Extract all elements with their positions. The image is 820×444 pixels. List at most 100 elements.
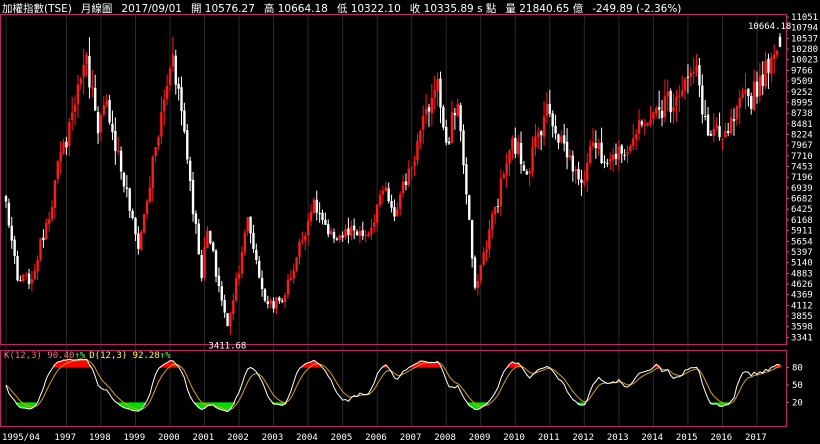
candle-body: [312, 199, 316, 214]
candle-body: [505, 163, 508, 176]
candle-body: [211, 242, 215, 251]
candle-body: [640, 121, 644, 125]
kd-oversold-fill: [142, 402, 146, 406]
candle-body: [122, 172, 126, 187]
candle-body: [738, 98, 741, 109]
candle-body: [456, 103, 459, 117]
candle-body: [183, 110, 186, 132]
candle-body: [430, 97, 434, 113]
year-tick-label: 2017: [745, 433, 767, 443]
kd-oversold-fill: [116, 402, 120, 404]
year-tick-label: 1995/04: [2, 433, 40, 443]
candle-body: [568, 155, 572, 158]
year-tick-label: 2008: [434, 433, 456, 443]
candle-body: [712, 128, 716, 136]
candle-body: [698, 65, 701, 86]
candle-body: [200, 254, 203, 279]
kd-overbought-fill: [513, 363, 517, 368]
candle-body: [758, 76, 762, 96]
candle-body: [217, 275, 221, 286]
candle-body: [188, 160, 192, 182]
candle-body: [373, 222, 376, 227]
price-tick-label: 10794: [791, 24, 818, 34]
candle-body: [4, 196, 8, 202]
candle-body: [24, 274, 28, 276]
candle-body: [695, 66, 698, 72]
kd-oversold-fill: [194, 402, 198, 405]
close-unit: s 點: [477, 3, 497, 15]
kd-overbought-fill: [70, 359, 74, 368]
candle-body: [534, 136, 537, 148]
price-tick-label: 6682: [791, 195, 813, 205]
year-tick-label: 2012: [572, 433, 594, 443]
price-tick-label: 10023: [791, 56, 818, 66]
kd-overbought-fill: [430, 362, 434, 368]
kd-overbought-fill: [415, 363, 420, 368]
candle-body: [117, 150, 120, 153]
kd-overbought-fill: [516, 363, 520, 368]
kd-oversold-fill: [720, 402, 725, 407]
candle-body: [419, 130, 422, 143]
candle-body: [240, 252, 244, 274]
candle-body: [485, 249, 488, 253]
candle-body: [119, 150, 123, 172]
candle-body: [76, 84, 80, 105]
candle-body: [214, 250, 218, 277]
price-tick-label: 3341: [791, 333, 813, 343]
candle-body: [580, 179, 583, 183]
candle-body: [59, 152, 62, 162]
kd-overbought-fill: [73, 359, 77, 368]
candle-body: [13, 239, 16, 256]
candle-body: [174, 55, 177, 85]
candle-body: [318, 213, 321, 215]
candle-body: [588, 146, 592, 164]
candle-body: [387, 188, 390, 202]
price-tick-label: 4883: [791, 269, 813, 279]
year-tick-label: 1999: [123, 433, 145, 443]
candle-body: [344, 229, 347, 237]
candle-body: [473, 257, 477, 288]
candle-body: [68, 121, 71, 146]
candle-body: [672, 106, 675, 112]
candle-body: [724, 130, 727, 138]
kd-overbought-fill: [61, 360, 66, 368]
kd-overbought-fill: [59, 361, 63, 368]
candle-body: [718, 126, 721, 138]
candle-body: [669, 90, 672, 113]
candle-body: [499, 178, 503, 206]
candle-body: [453, 112, 457, 116]
kd-oversold-fill: [223, 402, 227, 411]
candle-body: [142, 213, 146, 233]
candle-body: [721, 138, 724, 140]
candle-body: [128, 188, 131, 211]
candle-body: [145, 200, 149, 214]
candle-body: [390, 201, 393, 208]
candle-body: [295, 257, 298, 271]
price-tick-label: 9766: [791, 66, 813, 76]
candle-body: [105, 100, 108, 106]
price-tick-label: 5911: [791, 227, 813, 237]
kd-tick-label: 50: [792, 381, 803, 391]
kd-overbought-fill: [174, 363, 178, 368]
kd-tick-label: 20: [792, 398, 803, 408]
year-tick-label: 2014: [641, 433, 663, 443]
year-tick-label: 2000: [158, 433, 180, 443]
candle-body: [42, 237, 45, 241]
kd-oversold-fill: [576, 402, 581, 405]
candle-body: [234, 278, 238, 301]
price-tick-label: 7196: [791, 173, 813, 183]
candle-body: [752, 81, 756, 111]
candle-body: [652, 112, 655, 119]
kd-oversold-fill: [136, 402, 140, 412]
index-name: 加權指數(TSE): [2, 3, 72, 15]
candle-body: [761, 74, 764, 86]
kd-oversold-fill: [208, 402, 212, 406]
candle-body: [551, 113, 554, 127]
candle-body: [407, 168, 411, 186]
candle-body: [577, 169, 580, 180]
candle-body: [741, 93, 744, 98]
candle-body: [686, 76, 690, 78]
kd-oversold-fill: [214, 402, 218, 408]
